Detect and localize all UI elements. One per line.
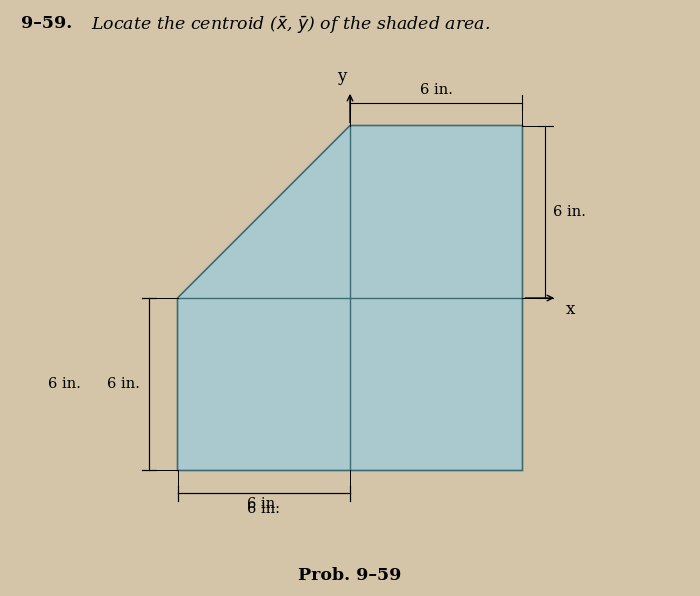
Text: Prob. 9–59: Prob. 9–59 [298,567,402,584]
Text: x: x [566,301,575,318]
Polygon shape [178,126,522,470]
Text: 6 in.: 6 in. [247,496,280,511]
Text: 9–59.: 9–59. [21,15,72,32]
Text: Locate the centroid ($\bar{x}$, $\bar{y}$) of the shaded area.: Locate the centroid ($\bar{x}$, $\bar{y}… [91,15,490,36]
Text: 6 in.: 6 in. [247,502,280,516]
Text: 6 in.: 6 in. [420,83,453,97]
Text: 6 in.: 6 in. [48,377,81,391]
Text: 6 in.: 6 in. [107,377,140,391]
Text: y: y [337,69,346,85]
Text: 6 in.: 6 in. [553,205,586,219]
